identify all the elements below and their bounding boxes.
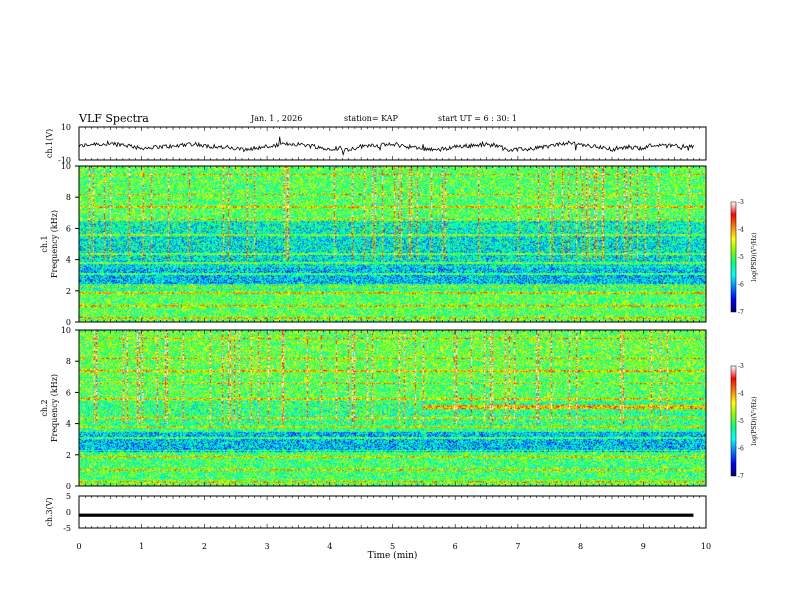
ch1-spectrogram-ytick-label: 8	[66, 193, 71, 202]
ch3-ytick-label: -5	[63, 524, 71, 533]
ch1-spectrogram-ytick-label: 4	[66, 256, 71, 265]
ch3-trace	[79, 513, 694, 517]
ch2-spectrogram-colorbar-tick: -3	[738, 363, 744, 370]
ch1-spectrogram-ylabel-channel: ch.1	[40, 235, 49, 252]
ch1-trace	[78, 136, 694, 157]
ch1-spectrogram-ytick-label: 10	[61, 162, 71, 171]
ch1-spectrogram-colorbar	[731, 202, 736, 312]
ch2-spectrogram-colorbar-tick: -6	[738, 446, 744, 453]
x-tick-label: 7	[515, 542, 520, 551]
ch1-spectrogram-colorbar-tick: -7	[738, 309, 744, 316]
date-label: Jan. 1 , 2026	[251, 114, 303, 123]
ch1-spectrogram-ytick-label: 6	[66, 224, 71, 233]
ch1-spectrogram-colorbar-label: log(PSD)(V²/Hz)	[751, 233, 758, 282]
ch1-ytick-label: 10	[61, 123, 71, 132]
ch3-ylabel: ch.3(V)	[45, 497, 54, 526]
x-tick-label: 3	[265, 542, 270, 551]
x-axis-label: Time (min)	[368, 550, 418, 561]
x-tick-label: 6	[453, 542, 458, 551]
ch2-spectrogram-colorbar-tick: -5	[738, 418, 744, 425]
x-tick-label: 2	[202, 542, 207, 551]
ch1-spectrogram-colorbar-frame	[730, 201, 737, 313]
ch1-spectrogram-colorbar-tick: -6	[738, 282, 744, 289]
ch1-spectrogram-colorbar-tick: -5	[738, 254, 744, 261]
ch2-spectrogram-ytick-label: 4	[66, 420, 71, 429]
ch1-ylabel: ch.1(V)	[45, 129, 54, 158]
ch2-spectrogram-ylabel-channel: ch.2	[40, 399, 49, 416]
ch2-spectrogram-colorbar-frame	[730, 365, 737, 477]
x-tick-label: 5	[390, 542, 395, 551]
ch2-spectrogram-colorbar-label: log(PSD)(V²/Hz)	[751, 397, 758, 446]
ch3-ytick-label: 0	[66, 508, 71, 517]
ch1-spectrogram-colorbar-tick: -4	[738, 227, 744, 234]
x-tick-label: 1	[139, 542, 144, 551]
ch2-spectrogram-ytick-label: 6	[66, 388, 71, 397]
x-tick-label: 4	[327, 542, 332, 551]
ch2-spectrogram-ytick-label: 8	[66, 357, 71, 366]
ch1-spectrogram-colorbar-tick: -3	[738, 199, 744, 206]
x-tick-label: 10	[701, 542, 711, 551]
ch1-spectrogram-ytick-label: 0	[66, 318, 71, 327]
figure-title: VLF Spectra	[79, 112, 149, 125]
ch2-spectrogram-colorbar-tick: -7	[738, 473, 744, 480]
ch1-spectrogram-ytick-label: 2	[66, 287, 71, 296]
ch1-spectrogram-ylabel-frequency: Frequency (kHz)	[50, 210, 59, 278]
station-label: station= KAP	[344, 114, 398, 123]
ch1-ytick-label: -10	[58, 156, 71, 165]
ch2-spectrogram-colorbar-tick: -4	[738, 391, 744, 398]
x-tick-label: 9	[641, 542, 646, 551]
x-tick-label: 8	[578, 542, 583, 551]
start-time-label: start UT = 6 : 30: 1	[438, 114, 517, 123]
ch2-spectrogram-ylabel-frequency: Frequency (kHz)	[50, 374, 59, 442]
ch3-frame	[78, 495, 707, 529]
x-tick-label: 0	[76, 542, 81, 551]
ch1-frame	[78, 126, 707, 161]
ch2-spectrogram-ytick-label: 0	[66, 482, 71, 491]
ch2-spectrogram-colorbar	[731, 366, 736, 476]
ch3-ytick-label: 5	[66, 492, 71, 501]
ch2-spectrogram-ytick-label: 2	[66, 451, 71, 460]
ch1-spectrogram-image	[79, 166, 706, 322]
ch2-spectrogram-image	[79, 330, 706, 486]
ch2-spectrogram-ytick-label: 10	[61, 326, 71, 335]
